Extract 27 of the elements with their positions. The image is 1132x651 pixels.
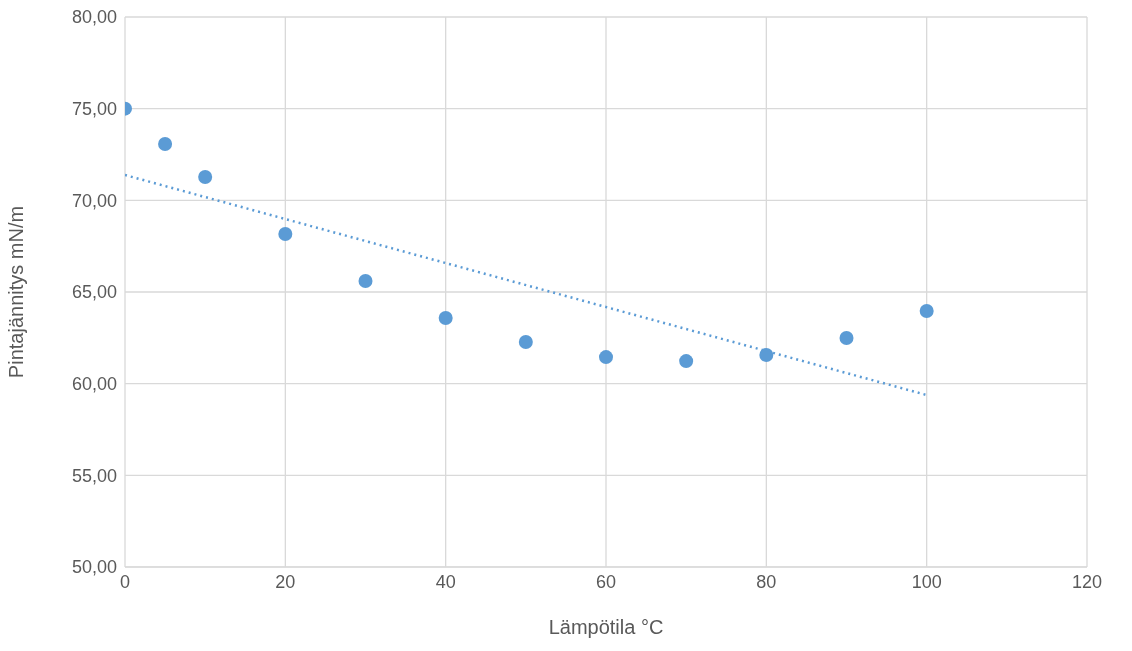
y-tick-label: 55,00: [71, 465, 117, 486]
point: [759, 348, 774, 363]
x-tick-label: 120: [1071, 571, 1103, 592]
y-axis-title: Pintajännitys mN/m: [5, 205, 28, 379]
x-tick-label: 80: [756, 571, 777, 592]
x-axis-title: Lämpötila °C: [548, 616, 664, 638]
point: [679, 354, 694, 369]
y-tick-label: 70,00: [71, 190, 117, 211]
x-tick-label: 20: [275, 571, 296, 592]
point: [278, 227, 293, 242]
point: [358, 274, 373, 288]
x-tick-label: 40: [435, 571, 456, 592]
point: [198, 170, 213, 185]
point: [599, 350, 613, 365]
x-tick-label: 0: [119, 571, 131, 592]
y-tick-label: 75,00: [71, 99, 117, 120]
y-tick-label: 50,00: [71, 557, 117, 578]
point: [518, 335, 533, 350]
point: [919, 304, 934, 319]
point: [158, 137, 173, 152]
y-tick-label: 60,00: [71, 374, 117, 395]
point: [438, 311, 453, 326]
y-tick-label: 65,00: [71, 282, 117, 303]
point: [839, 331, 854, 346]
x-tick-label: 100: [911, 571, 942, 592]
y-tick-label: 80,00: [71, 7, 117, 28]
x-tick-label: 60: [595, 571, 617, 592]
